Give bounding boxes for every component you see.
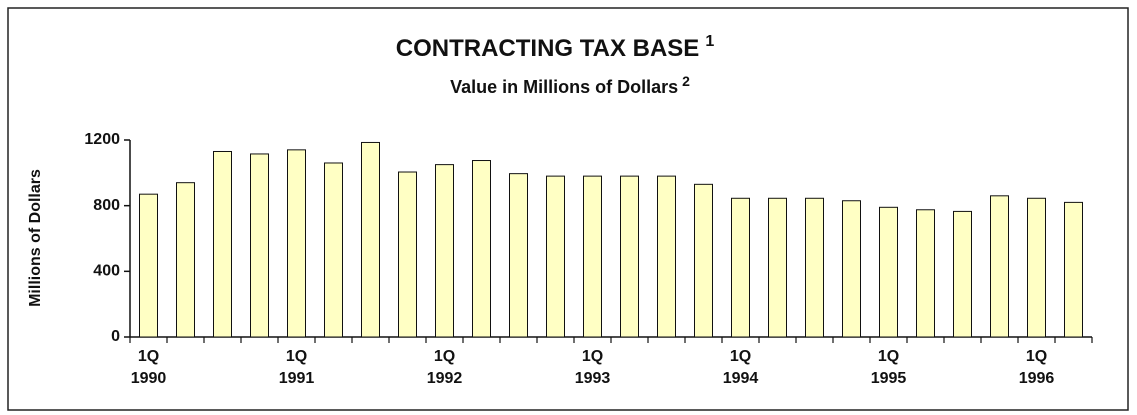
- bar: [842, 200, 861, 338]
- x-tick-label: 1Q: [434, 348, 455, 365]
- x-tick-label: 1Q: [138, 348, 159, 365]
- x-tick-label: 1Q: [730, 348, 751, 365]
- x-tick-label: 1Q: [582, 348, 603, 365]
- bar: [139, 193, 158, 338]
- y-tick-label: 0: [111, 328, 120, 345]
- x-tick-label: 1992: [427, 370, 463, 387]
- bar: [805, 197, 824, 338]
- bar: [731, 197, 750, 338]
- bar: [546, 175, 565, 338]
- bar: [657, 175, 676, 338]
- bar: [694, 183, 713, 338]
- subtitle-text: Value in Millions of Dollars: [450, 77, 678, 97]
- bar: [287, 149, 306, 338]
- bar: [176, 182, 195, 338]
- x-tick-label: 1996: [1019, 370, 1055, 387]
- bar: [990, 195, 1009, 338]
- subtitle-note: 2: [682, 73, 690, 89]
- bar: [916, 209, 935, 338]
- x-tick-label: 1Q: [878, 348, 899, 365]
- x-tick-label: 1990: [131, 370, 167, 387]
- x-tick-label: 1Q: [1026, 348, 1047, 365]
- bar: [583, 175, 602, 338]
- bar: [509, 173, 528, 338]
- title-text: CONTRACTING TAX BASE: [396, 35, 700, 62]
- bar: [213, 150, 232, 338]
- bar: [361, 141, 380, 338]
- y-tick-label: 400: [93, 263, 120, 280]
- x-tick-label: 1994: [723, 370, 759, 387]
- bar: [435, 164, 454, 338]
- x-tick-label: 1991: [279, 370, 315, 387]
- bar: [398, 171, 417, 338]
- bar: [250, 153, 269, 338]
- bar: [953, 210, 972, 338]
- title-note: 1: [705, 33, 714, 50]
- bar: [1064, 201, 1083, 338]
- bar: [1027, 197, 1046, 338]
- x-tick-label: 1993: [575, 370, 611, 387]
- bar: [324, 162, 343, 338]
- x-tick-label: 1Q: [286, 348, 307, 365]
- chart-title: CONTRACTING TAX BASE 1: [396, 33, 715, 62]
- bar: [620, 175, 639, 338]
- y-tick-label: 1200: [84, 131, 120, 148]
- chart-subtitle: Value in Millions of Dollars 2: [450, 73, 690, 97]
- y-tick-label: 800: [93, 197, 120, 214]
- y-axis-label: Millions of Dollars: [27, 169, 44, 307]
- bar: [879, 206, 898, 338]
- bar: [768, 197, 787, 338]
- x-tick-label: 1995: [871, 370, 907, 387]
- bar: [472, 160, 491, 338]
